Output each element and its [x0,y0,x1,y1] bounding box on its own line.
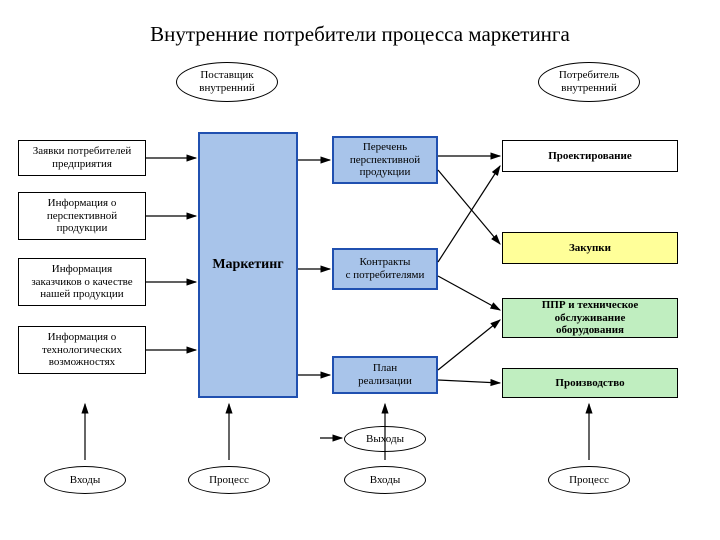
arrow-12 [438,380,500,383]
node-consumer_int: Потребитель внутренний [538,62,640,102]
node-r_ppr: ППР и техническое обслуживание оборудова… [502,298,678,338]
node-supplier_int: Поставщик внутренний [176,62,278,102]
node-in_info_prod: Информация о перспективной продукции [18,192,146,240]
arrow-10 [438,276,500,310]
diagram-title: Внутренние потребители процесса маркетин… [0,22,720,47]
node-leg_process: Процесс [188,466,270,494]
node-leg_process2: Процесс [548,466,630,494]
node-leg_inputs: Входы [44,466,126,494]
node-in_requests: Заявки потребителей предприятия [18,140,146,176]
node-out_plan: План реализации [332,356,438,394]
node-r_production: Производство [502,368,678,398]
node-out_list: Перечень перспективной продукции [332,136,438,184]
arrow-8 [438,170,500,244]
node-marketing: Маркетинг [198,132,298,398]
node-r_design: Проектирование [502,140,678,172]
node-leg_inputs2: Входы [344,466,426,494]
arrow-9 [438,166,500,262]
arrow-11 [438,320,500,370]
node-in_info_tech: Информация о технологических возможностя… [18,326,146,374]
node-leg_outputs: Выходы [344,426,426,452]
node-r_purchase: Закупки [502,232,678,264]
node-in_info_qual: Информация заказчиков о качестве нашей п… [18,258,146,306]
node-out_contracts: Контракты с потребителями [332,248,438,290]
